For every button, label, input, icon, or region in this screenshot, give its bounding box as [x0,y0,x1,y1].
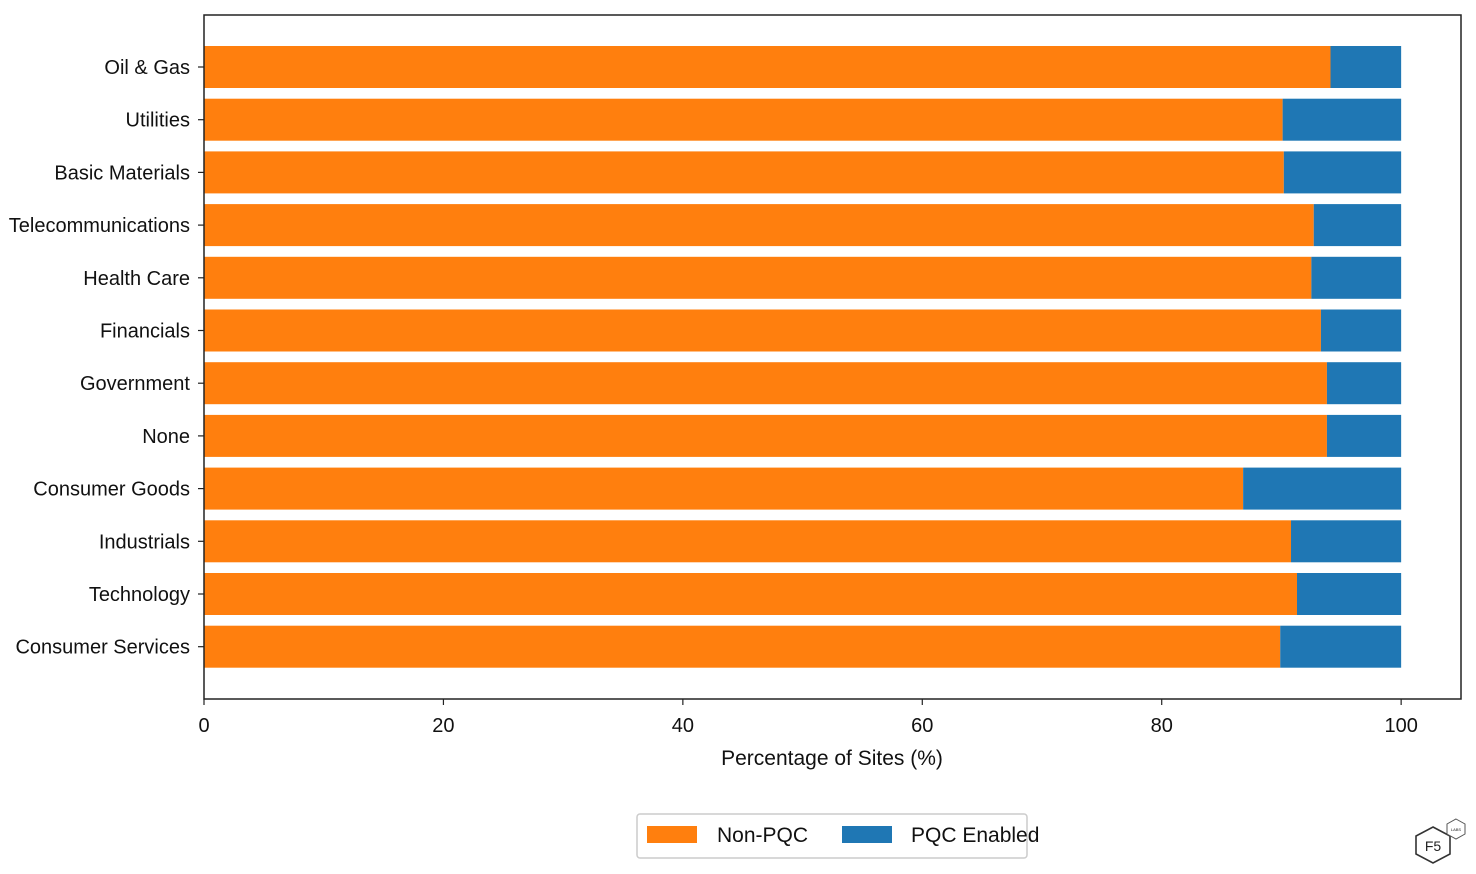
bar-pqc-enabled-technology [1296,573,1402,615]
x-tick-label-100: 100 [1384,715,1417,737]
plot-frame [203,14,1462,700]
bar-non-pqc-consumer-services [204,625,1281,668]
bar-non-pqc-consumer-goods [204,467,1244,510]
bar-pqc-enabled-none [1326,414,1402,457]
bar-non-pqc-none [204,414,1327,457]
bar-non-pqc-oil-gas [204,46,1331,88]
bar-non-pqc-government [204,362,1327,405]
x-axis-label: Percentage of Sites (%) [721,747,943,770]
bar-pqc-enabled-basic-materials [1283,151,1402,194]
legend-swatch-non-pqc [647,826,697,843]
legend-box [636,813,1028,859]
bar-non-pqc-telecommunications [204,204,1314,247]
bar-non-pqc-utilities [204,98,1283,141]
legend-label-pqc-enabled: PQC Enabled [911,824,1039,847]
legend-swatch-pqc-enabled [842,826,892,843]
f5-labs-logo: F5 LABS [1415,818,1466,864]
logo-main-text: F5 [1425,838,1442,854]
bar-pqc-enabled-health-care [1311,256,1402,299]
category-label-utilities: Utilities [126,110,190,132]
category-label-telecommunications: Telecommunications [9,215,190,237]
category-label-consumer-services: Consumer Services [15,637,190,659]
category-label-financials: Financials [100,321,190,343]
legend-label-non-pqc: Non-PQC [717,824,808,847]
category-label-industrials: Industrials [99,531,190,553]
category-label-government: Government [80,373,190,395]
bar-non-pqc-health-care [204,256,1312,299]
bar-pqc-enabled-utilities [1282,98,1402,141]
category-label-consumer-goods: Consumer Goods [33,479,190,501]
y-axis-categories: Oil & Gas Utilities Basic Materials Telecom… [9,57,204,659]
category-label-health-care: Health Care [83,268,190,290]
bar-pqc-enabled-industrials [1291,520,1402,563]
bar-pqc-enabled-oil-gas [1330,46,1402,88]
x-axis-ticks: 0 20 40 60 80 100 [198,699,1418,737]
category-label-oil-gas: Oil & Gas [104,57,190,79]
legend: Non-PQC PQC Enabled [636,813,1039,859]
x-tick-label-20: 20 [432,715,454,737]
category-label-none: None [142,426,190,448]
logo-sub-text: LABS [1451,827,1462,832]
bar-non-pqc-financials [204,309,1321,352]
category-label-technology: Technology [89,584,190,606]
bar-pqc-enabled-financials [1320,309,1402,352]
bar-non-pqc-technology [204,573,1297,615]
bar-non-pqc-basic-materials [204,151,1284,194]
logo-small-hexagon-icon [1446,818,1466,840]
bar-pqc-enabled-government [1326,362,1402,405]
x-tick-label-40: 40 [672,715,694,737]
bar-pqc-enabled-telecommunications [1313,204,1402,247]
category-label-basic-materials: Basic Materials [54,162,190,184]
x-tick-label-60: 60 [911,715,933,737]
bar-non-pqc-industrials [204,520,1292,563]
bar-pqc-enabled-consumer-goods [1243,467,1402,510]
x-tick-label-0: 0 [198,715,209,737]
bar-pqc-enabled-consumer-services [1280,625,1402,668]
x-tick-label-80: 80 [1151,715,1173,737]
bars-layer [204,46,1402,668]
